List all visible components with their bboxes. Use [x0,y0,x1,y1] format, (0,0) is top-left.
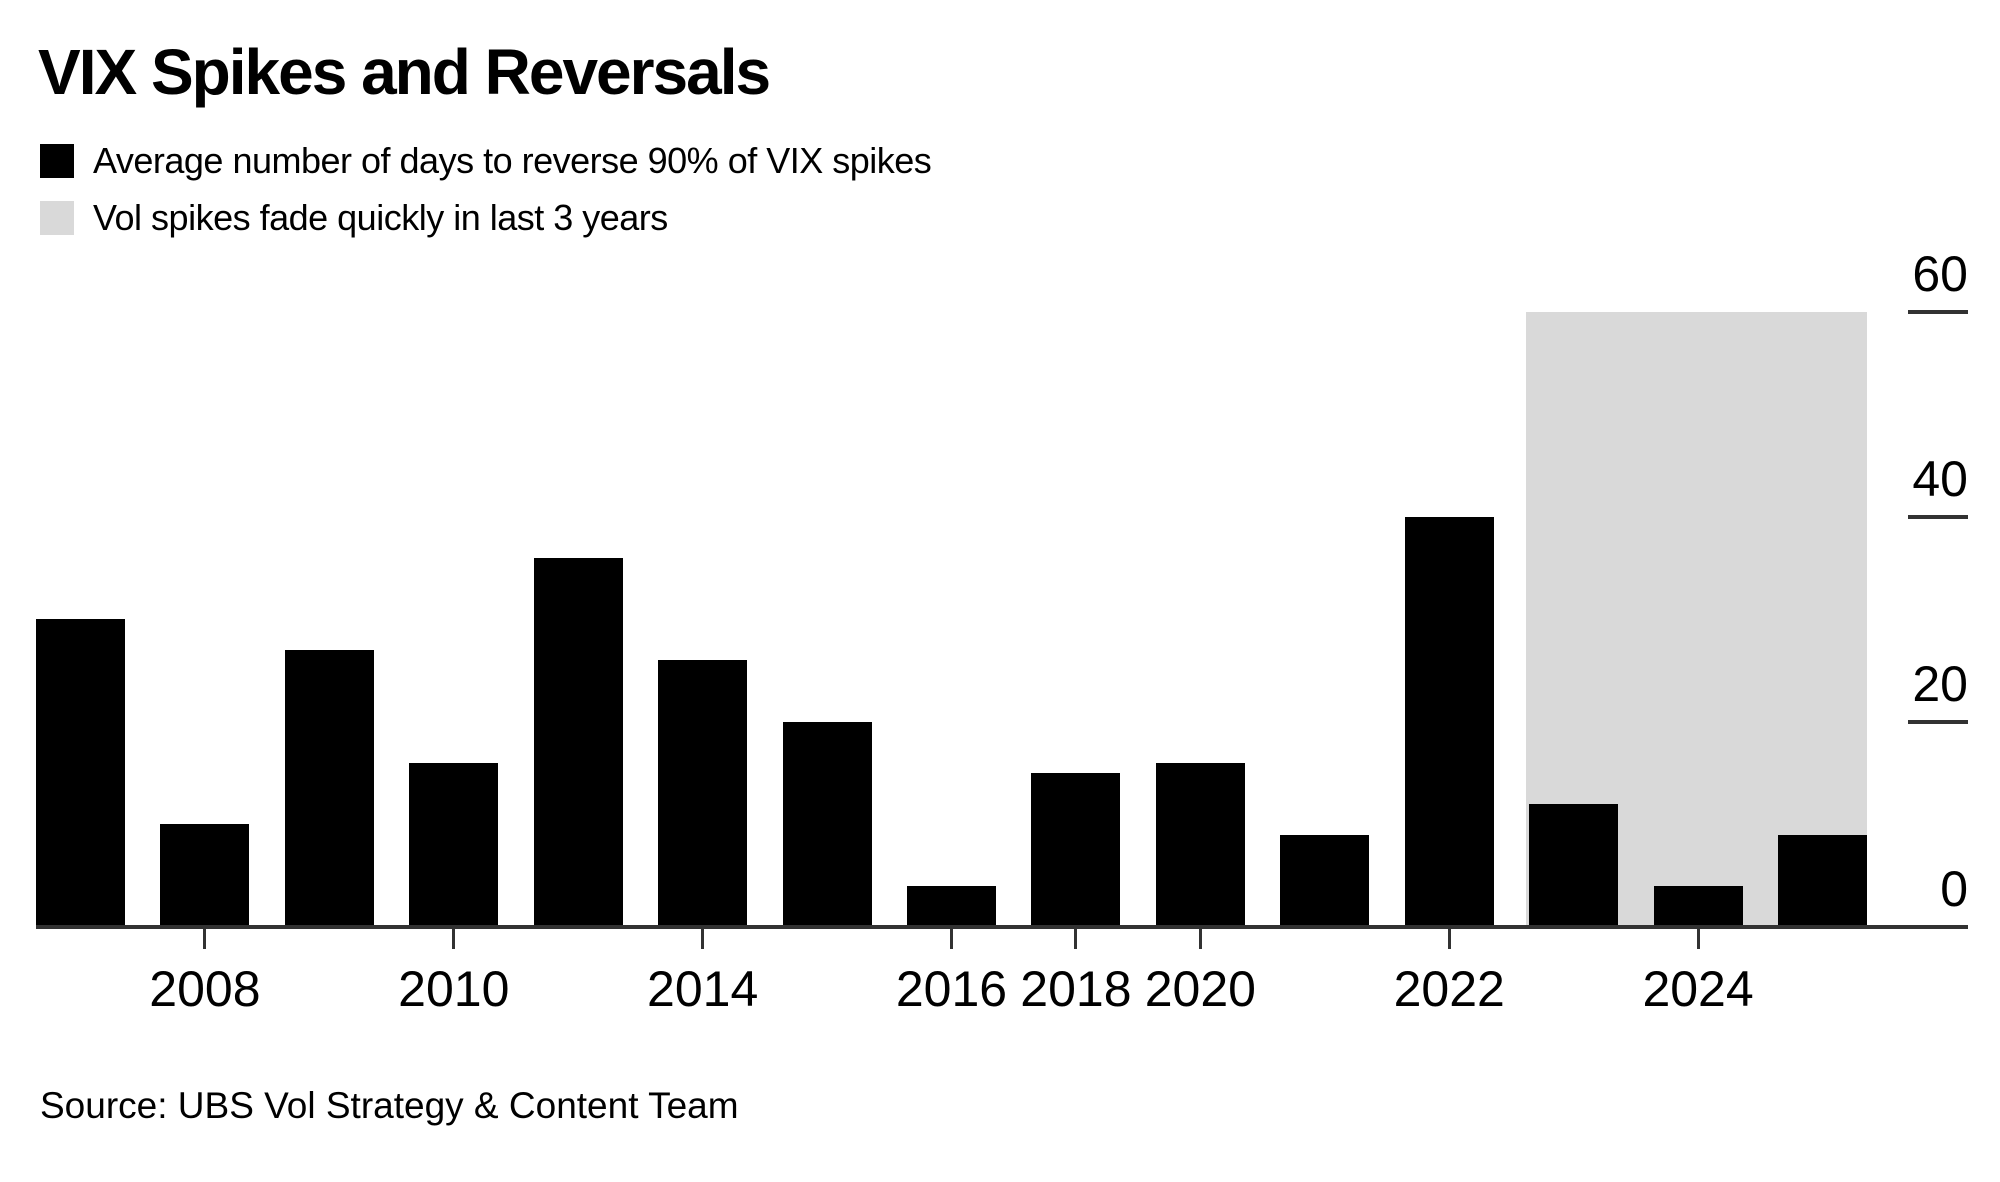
legend-swatch-highlight [40,201,74,235]
legend: Average number of days to reverse 90% of… [40,140,932,255]
bar [284,650,374,927]
y-tick-label: 40 [1912,450,1968,507]
bar [1404,516,1494,927]
x-tick-label: 2016 [895,961,1008,1017]
bar [160,824,250,927]
x-tick-mark [701,929,705,949]
bar [409,762,499,927]
x-tick-label: 2022 [1393,961,1505,1017]
bar [36,619,125,927]
y-tick-mark [1908,514,1968,519]
chart-title: VIX Spikes and Reversals [38,36,771,108]
legend-label-bars: Average number of days to reverse 90% of… [93,140,932,181]
legend-swatch-bars [40,144,74,178]
x-tick-label: 2018 [1020,961,1132,1017]
bar [658,660,748,927]
x-tick-label: 2024 [1642,961,1754,1017]
x-tick-label: 2020 [1144,961,1256,1017]
source-line: Source: UBS Vol Strategy & Content Team [40,1085,739,1126]
x-axis-line [36,925,1968,929]
y-tick-label: 0 [1940,861,1968,917]
bar [1529,803,1619,927]
bar [1653,885,1743,927]
bar [1778,834,1867,927]
bar [907,885,996,927]
legend-item-bars: Average number of days to reverse 90% of… [40,140,932,181]
plot-area [36,250,1867,927]
x-tick-mark [950,929,953,949]
y-tick-mark [1908,719,1968,724]
bar [533,557,623,927]
legend-label-highlight: Vol spikes fade quickly in last 3 years [93,197,668,238]
x-tick-label: 2008 [149,961,261,1017]
bar [1031,773,1121,927]
x-tick-mark [1447,929,1451,949]
x-tick-mark [1074,929,1078,949]
x-tick-mark [1198,929,1202,949]
legend-item-highlight: Vol spikes fade quickly in last 3 years [40,197,931,238]
x-tick-mark [1696,929,1700,949]
y-tick-label: 60 [1912,245,1968,302]
y-tick-label: 20 [1912,655,1968,712]
y-tick-mark [1908,309,1968,314]
bar [1155,762,1245,927]
bar [1280,834,1370,927]
x-tick-mark [203,929,207,949]
bar [782,721,872,927]
x-tick-label: 2010 [398,961,510,1017]
x-tick-mark [452,929,456,949]
x-tick-label: 2014 [647,961,759,1017]
